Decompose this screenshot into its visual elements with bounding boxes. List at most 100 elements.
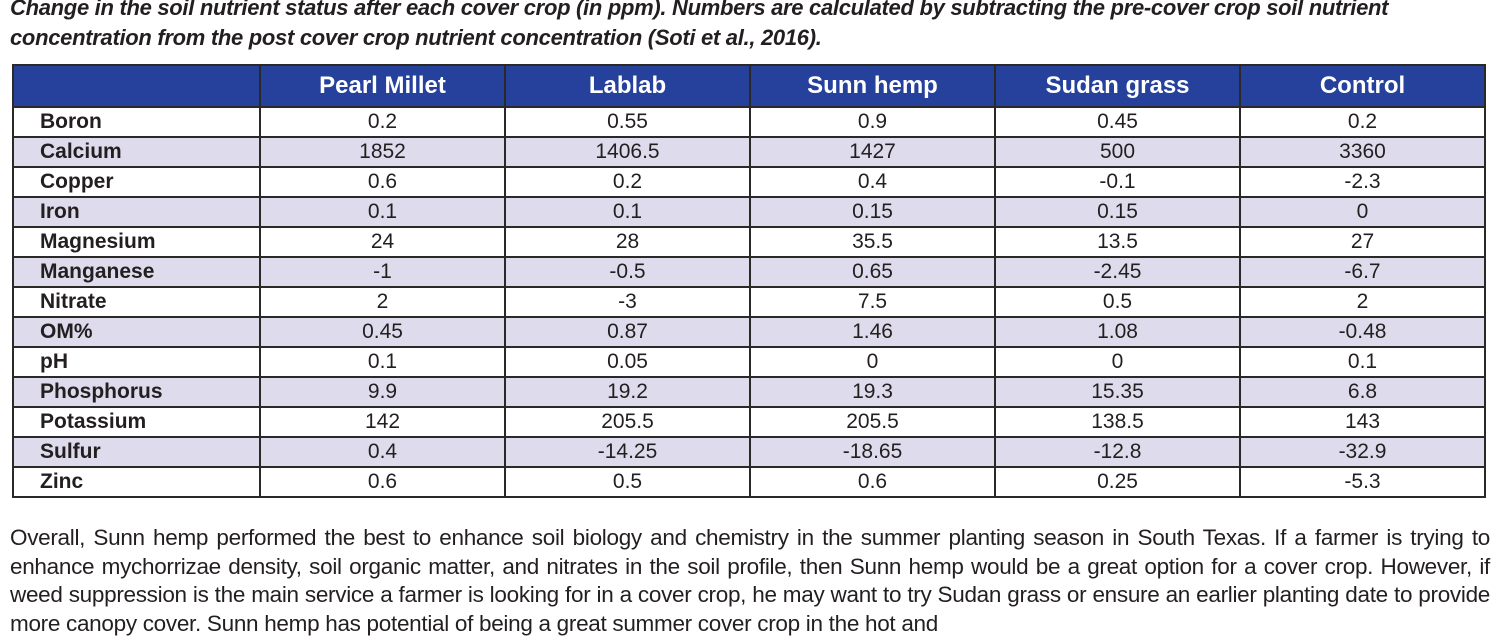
cell-value: 0.1 [504,196,751,228]
cell-value: -3 [504,286,751,318]
cell-value: 0.6 [749,466,996,498]
cell-value: 0 [749,346,996,378]
row-label: Magnesium [12,226,261,258]
row-label: pH [12,346,261,378]
cell-value: 0.1 [259,196,506,228]
cell-value: 0.4 [259,436,506,468]
cell-value: 0.55 [504,106,751,138]
cell-value: 0 [1239,196,1486,228]
cell-value: 0.65 [749,256,996,288]
cell-value: 0.5 [994,286,1241,318]
cell-value: 0.05 [504,346,751,378]
cell-value: 1.08 [994,316,1241,348]
cell-value: -2.45 [994,256,1241,288]
cell-value: 0.87 [504,316,751,348]
cell-value: 24 [259,226,506,258]
cell-value: 0.2 [1239,106,1486,138]
cell-value: 9.9 [259,376,506,408]
table-row: Zinc 0.6 0.5 0.6 0.25 -5.3 [12,466,1486,498]
table-row: Boron 0.2 0.55 0.9 0.45 0.2 [12,106,1486,138]
row-label-column-header [12,64,261,108]
table-row: OM% 0.45 0.87 1.46 1.08 -0.48 [12,316,1486,348]
column-header: Sudan grass [994,64,1241,108]
nutrient-table: Pearl Millet Lablab Sunn hemp Sudan grass Co… [12,64,1486,498]
cell-value: -1 [259,256,506,288]
cell-value: 500 [994,136,1241,168]
table-row: Copper 0.6 0.2 0.4 -0.1 -2.3 [12,166,1486,198]
cell-value: 6.8 [1239,376,1486,408]
cell-value: 2 [259,286,506,318]
cell-value: 15.35 [994,376,1241,408]
cell-value: 1406.5 [504,136,751,168]
table-row: Manganese -1 -0.5 0.65 -2.45 -6.7 [12,256,1486,288]
cell-value: 0.5 [504,466,751,498]
cell-value: -12.8 [994,436,1241,468]
cell-value: -0.5 [504,256,751,288]
cell-value: 142 [259,406,506,438]
cell-value: 13.5 [994,226,1241,258]
cell-value: 0.25 [994,466,1241,498]
row-label: Boron [12,106,261,138]
cell-value: -32.9 [1239,436,1486,468]
table-row: Nitrate 2 -3 7.5 0.5 2 [12,286,1486,318]
table-row: Magnesium 24 28 35.5 13.5 27 [12,226,1486,258]
cell-value: 0.2 [259,106,506,138]
table-row: Phosphorus 9.9 19.2 19.3 15.35 6.8 [12,376,1486,408]
table-caption: Change in the soil nutrient status after… [10,0,1389,50]
row-label: Potassium [12,406,261,438]
table-header-row: Pearl Millet Lablab Sunn hemp Sudan grass Co… [12,64,1486,108]
cell-value: 1852 [259,136,506,168]
cell-value: -0.48 [1239,316,1486,348]
cell-value: 0.15 [749,196,996,228]
row-label: Manganese [12,256,261,288]
row-label: Phosphorus [12,376,261,408]
row-label: Sulfur [12,436,261,468]
cell-value: -14.25 [504,436,751,468]
cell-value: -2.3 [1239,166,1486,198]
cell-value: 27 [1239,226,1486,258]
cell-value: -5.3 [1239,466,1486,498]
cell-value: -6.7 [1239,256,1486,288]
row-label: Copper [12,166,261,198]
cell-value: 143 [1239,406,1486,438]
column-header: Lablab [504,64,751,108]
cell-value: 1.46 [749,316,996,348]
cell-value: 0.45 [259,316,506,348]
table-row: pH 0.1 0.05 0 0 0.1 [12,346,1486,378]
column-header: Sunn hemp [749,64,996,108]
cell-value: 0.2 [504,166,751,198]
table-row: Potassium 142 205.5 205.5 138.5 143 [12,406,1486,438]
cell-value: 0 [994,346,1241,378]
cell-value: 2 [1239,286,1486,318]
cell-value: 19.2 [504,376,751,408]
cell-value: 28 [504,226,751,258]
cell-value: 19.3 [749,376,996,408]
cell-value: 0.45 [994,106,1241,138]
cell-value: 205.5 [749,406,996,438]
cell-value: -18.65 [749,436,996,468]
row-label: Iron [12,196,261,228]
cell-value: 1427 [749,136,996,168]
cell-value: -0.1 [994,166,1241,198]
table-row: Sulfur 0.4 -14.25 -18.65 -12.8 -32.9 [12,436,1486,468]
column-header: Pearl Millet [259,64,506,108]
cell-value: 0.1 [259,346,506,378]
cell-value: 0.4 [749,166,996,198]
row-label: OM% [12,316,261,348]
row-label: Zinc [12,466,261,498]
cell-value: 0.6 [259,166,506,198]
cell-value: 0.1 [1239,346,1486,378]
body-paragraph: Overall, Sunn hemp performed the best to… [10,525,1490,636]
row-label: Nitrate [12,286,261,318]
column-header: Control [1239,64,1486,108]
cell-value: 7.5 [749,286,996,318]
cell-value: 0.6 [259,466,506,498]
table-row: Calcium 1852 1406.5 1427 500 3360 [12,136,1486,168]
cell-value: 205.5 [504,406,751,438]
cell-value: 35.5 [749,226,996,258]
row-label: Calcium [12,136,261,168]
table-row: Iron 0.1 0.1 0.15 0.15 0 [12,196,1486,228]
cell-value: 0.15 [994,196,1241,228]
cell-value: 3360 [1239,136,1486,168]
cell-value: 0.9 [749,106,996,138]
